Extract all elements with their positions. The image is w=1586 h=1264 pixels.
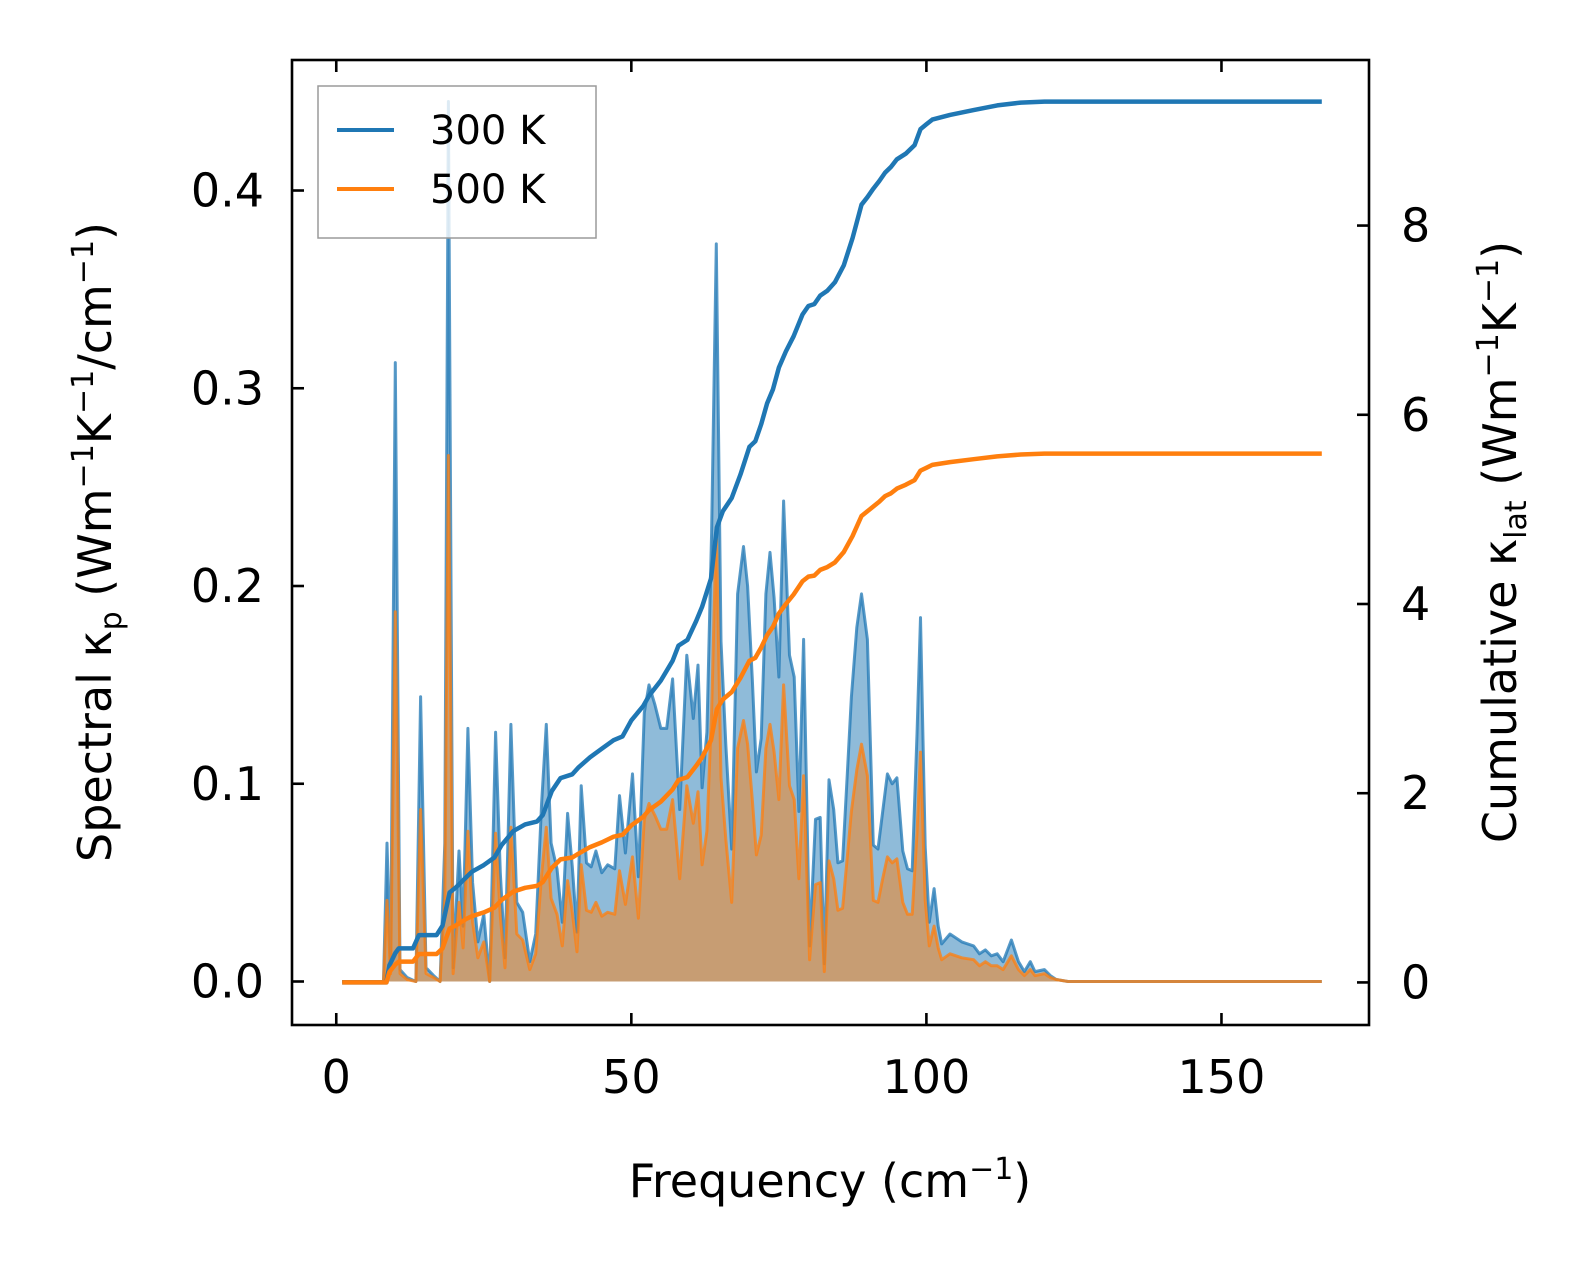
spectral-area-500k	[342, 455, 1322, 982]
x-tick-label-150: 150	[1178, 1050, 1266, 1104]
tick-layer: 0 50 100 150 0.0 0.1 0.2 0.3 0.4 0 2 4 6 8	[191, 60, 1430, 1104]
legend-label-300k: 300 K	[430, 108, 547, 154]
y-left-tick-label-2: 0.2	[191, 559, 264, 613]
y-left-tick-label-3: 0.3	[191, 361, 264, 415]
x-tick-label-0: 0	[322, 1050, 351, 1104]
spectral-fill-layer	[342, 100, 1322, 983]
y-right-tick-label-1: 2	[1401, 766, 1430, 820]
y-right-tick-label-4: 8	[1401, 199, 1430, 253]
spectral-line-500k	[342, 454, 1322, 983]
y-axis-right-label: Cumulative κlat (Wm−1K−1)	[1471, 241, 1534, 843]
x-tick-label-100: 100	[882, 1050, 970, 1104]
y-right-tick-label-2: 4	[1401, 577, 1430, 631]
y-left-tick-label-0: 0.0	[191, 954, 264, 1008]
x-tick-label-50: 50	[602, 1050, 661, 1104]
series-line-layer	[342, 99, 1322, 985]
legend: 300 K 500 K	[317, 85, 597, 239]
y-right-tick-label-0: 0	[1401, 955, 1430, 1009]
legend-label-500k: 500 K	[430, 167, 547, 213]
cumulative-line-500k	[342, 451, 1322, 985]
cumulative-line-300k	[342, 99, 1322, 985]
y-axis-left-label: Spectral κp (Wm−1K−1/cm−1)	[66, 222, 129, 862]
legend-box	[317, 85, 597, 239]
y-left-tick-label-1: 0.1	[191, 757, 264, 811]
x-axis-label: Frequency (cm−1)	[629, 1152, 1032, 1208]
y-right-tick-label-3: 6	[1401, 388, 1430, 442]
plot-frame	[290, 58, 1371, 1027]
y-left-tick-label-4: 0.4	[191, 164, 264, 218]
